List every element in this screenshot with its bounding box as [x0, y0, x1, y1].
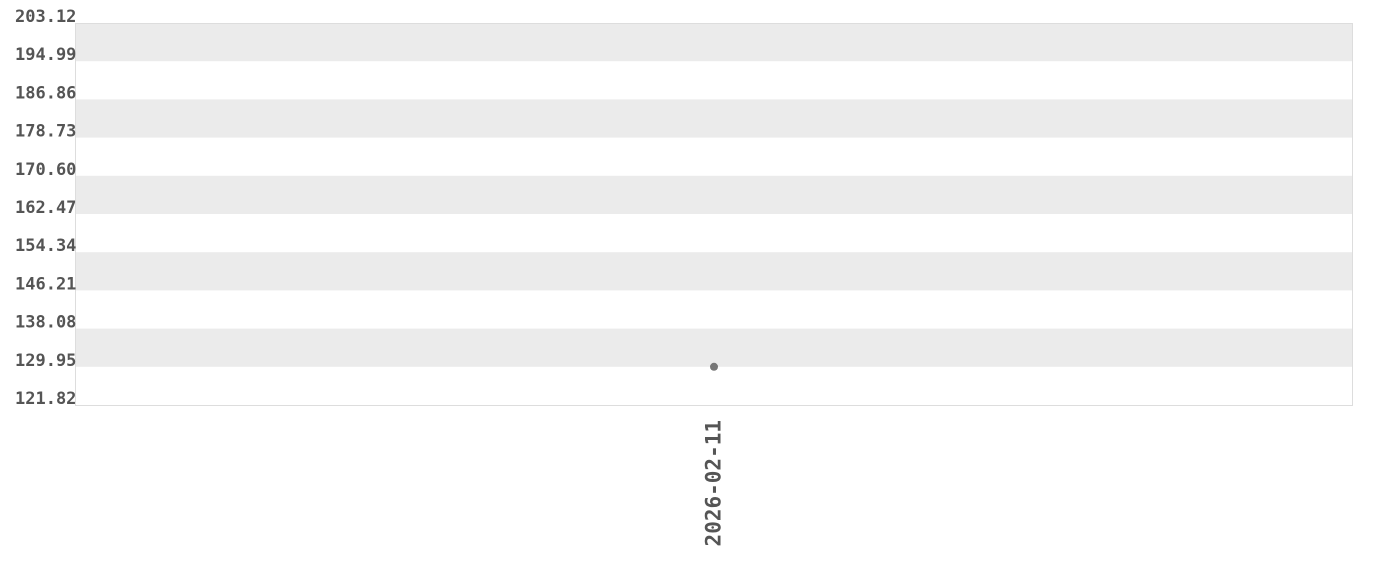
x-axis: 2026-02-11	[702, 420, 726, 546]
y-tick-label: 203.12	[15, 7, 76, 27]
data-point[interactable]	[710, 362, 718, 371]
background-bands	[75, 23, 1352, 367]
grid-band	[75, 175, 1352, 214]
y-tick-label: 162.47	[15, 198, 76, 218]
y-tick-label: 129.95	[15, 351, 76, 371]
grid-band	[75, 23, 1352, 62]
y-tick-label: 186.86	[15, 83, 76, 103]
y-tick-label: 121.82	[15, 389, 76, 409]
y-tick-label: 170.60	[15, 160, 76, 180]
y-tick-label: 138.08	[15, 313, 76, 333]
y-tick-label: 146.21	[15, 274, 76, 294]
x-tick-label: 2026-02-11	[702, 420, 726, 546]
y-axis: 121.82 129.95 138.08 146.21 154.34 162.47 170.…	[15, 7, 76, 409]
y-tick-label: 154.34	[15, 236, 76, 256]
plot-border	[75, 23, 1353, 406]
y-tick-label: 178.73	[15, 122, 76, 142]
series-points	[710, 362, 718, 371]
y-tick-label: 194.99	[15, 45, 76, 65]
grid-band	[75, 328, 1352, 367]
grid-band	[75, 252, 1352, 291]
grid-band	[75, 99, 1352, 138]
